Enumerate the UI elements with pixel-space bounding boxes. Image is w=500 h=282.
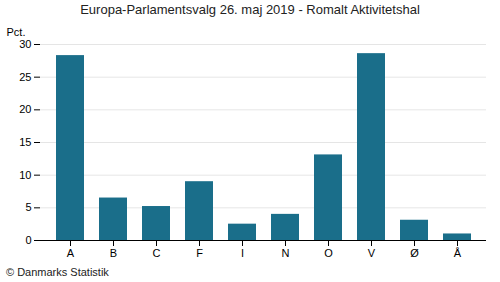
- svg-text:Å: Å: [454, 247, 462, 259]
- svg-text:0: 0: [25, 234, 31, 246]
- svg-text:20: 20: [19, 103, 31, 115]
- html-text:Europa-Parlamentsvalg 26. maj: Europa-Parlamentsvalg 26. maj 2019 - Rom…: [80, 2, 420, 17]
- svg-text:25: 25: [19, 71, 31, 83]
- svg-text:C: C: [153, 247, 161, 259]
- svg-text:Ø: Ø: [410, 247, 419, 259]
- svg-text:F: F: [196, 247, 203, 259]
- html-text:© Danmarks Statistik: © Danmarks Statistik: [6, 266, 109, 278]
- svg-text:I: I: [241, 247, 244, 259]
- svg-text:10: 10: [19, 169, 31, 181]
- svg-text:B: B: [110, 247, 117, 259]
- svg-text:30: 30: [19, 38, 31, 50]
- svg-text:V: V: [368, 247, 376, 259]
- svg-text:Pct.: Pct.: [7, 26, 26, 38]
- svg-text:15: 15: [19, 136, 31, 148]
- svg-text:N: N: [282, 247, 290, 259]
- svg-text:O: O: [324, 247, 333, 259]
- svg-text:A: A: [67, 247, 75, 259]
- svg-text:5: 5: [25, 201, 31, 213]
